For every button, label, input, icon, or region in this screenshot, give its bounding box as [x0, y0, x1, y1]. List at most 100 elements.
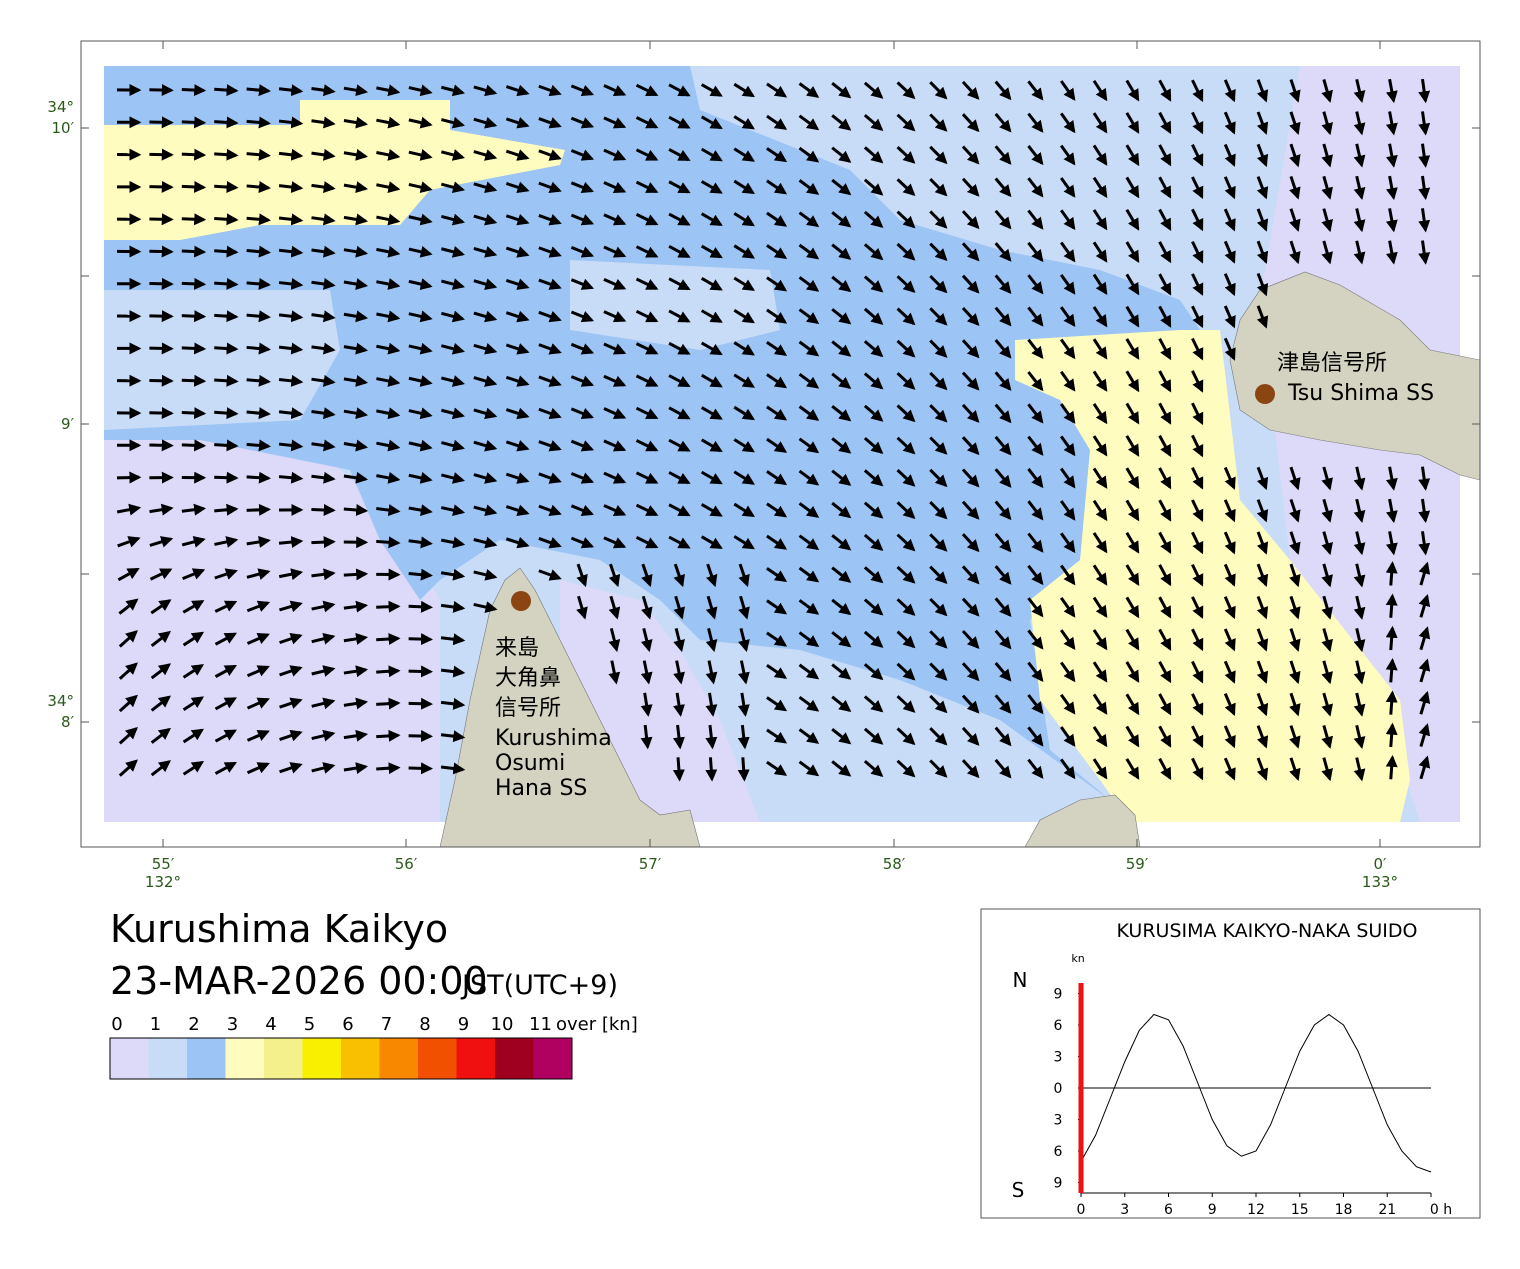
arrow — [1321, 628, 1333, 653]
legend-swatch — [379, 1038, 418, 1079]
arrow — [1092, 596, 1108, 619]
arrow — [149, 374, 174, 387]
arrow — [896, 662, 916, 681]
arrow — [376, 84, 401, 97]
lon-label: 56′ — [395, 855, 418, 873]
arrow — [473, 310, 498, 323]
arrow — [896, 565, 916, 584]
arrow — [181, 503, 207, 516]
arrow — [929, 630, 948, 649]
arrow — [1125, 693, 1140, 716]
arrow — [538, 472, 562, 484]
arrow — [570, 375, 595, 387]
arrow — [863, 501, 884, 519]
arrow — [246, 148, 271, 161]
arrow — [570, 536, 595, 549]
arrow — [473, 343, 498, 355]
arrow — [635, 277, 659, 290]
arrow — [343, 568, 369, 581]
arrow — [408, 342, 433, 355]
legend-label: 0 — [111, 1014, 122, 1035]
arrow — [929, 759, 948, 778]
arrow — [1223, 499, 1236, 523]
arrow — [440, 181, 465, 194]
arrow — [733, 405, 755, 421]
arrow — [1125, 144, 1140, 167]
arrow — [798, 663, 820, 680]
arrow — [311, 471, 336, 484]
arrow — [473, 181, 498, 194]
arrow — [831, 243, 852, 260]
arrow — [863, 759, 884, 778]
arrow — [1059, 209, 1076, 231]
arrow — [798, 728, 820, 744]
arrow — [700, 373, 723, 388]
arrow — [700, 244, 723, 259]
arrow — [181, 439, 207, 452]
arrow — [473, 407, 498, 420]
arrow — [831, 275, 852, 293]
legend-swatch — [418, 1038, 457, 1079]
arrow — [343, 697, 369, 710]
arrow — [1092, 79, 1108, 102]
arrow — [376, 697, 401, 710]
arrow — [1353, 757, 1366, 782]
arrow — [117, 536, 141, 548]
arrow — [1223, 208, 1236, 232]
arrow — [603, 504, 627, 516]
arrow — [1092, 693, 1108, 715]
arrow — [570, 472, 595, 484]
arrow — [798, 631, 820, 648]
arrow — [214, 697, 237, 711]
arrow — [214, 84, 239, 97]
arrow — [1158, 273, 1172, 296]
arrow — [1418, 240, 1431, 265]
arrow — [279, 600, 303, 613]
arrow — [1027, 338, 1044, 359]
arrow — [149, 277, 174, 290]
arrow — [246, 665, 270, 678]
north-label: N — [1013, 968, 1028, 992]
arrow — [1223, 466, 1236, 490]
arrow — [766, 502, 788, 518]
arrow — [961, 242, 980, 262]
arrow — [473, 439, 498, 452]
arrow — [1027, 532, 1044, 553]
legend-label: 2 — [188, 1014, 199, 1035]
arrow — [440, 116, 465, 129]
arrow — [1289, 725, 1301, 749]
arrow — [1059, 661, 1076, 683]
arrow — [1158, 111, 1172, 135]
arrow — [278, 568, 304, 581]
arrow — [1191, 305, 1204, 329]
arrow — [994, 662, 1012, 682]
arrow — [1385, 690, 1398, 715]
arrow — [214, 181, 239, 193]
arrow — [1191, 563, 1204, 587]
arrow — [738, 595, 750, 620]
arrow — [961, 113, 980, 133]
arrow — [214, 503, 239, 516]
arrow — [994, 403, 1012, 424]
arrow — [149, 439, 174, 452]
arrow — [1191, 144, 1204, 167]
arrow — [279, 697, 303, 709]
arrow — [1092, 144, 1108, 166]
arrow — [1385, 208, 1398, 233]
arrow — [863, 404, 884, 422]
legend-label: 11 — [529, 1014, 552, 1035]
arrow — [473, 536, 498, 549]
arrow — [311, 503, 336, 516]
arrow — [896, 113, 916, 132]
arrow — [408, 149, 433, 161]
arrow — [149, 180, 174, 193]
arrow — [214, 471, 239, 484]
arrow — [673, 628, 685, 653]
arrow — [863, 436, 884, 455]
arrow — [1385, 754, 1398, 780]
arrow — [278, 148, 304, 161]
arrow — [994, 242, 1012, 262]
lon-label: 59′ — [1126, 855, 1149, 873]
arrow — [766, 534, 788, 550]
